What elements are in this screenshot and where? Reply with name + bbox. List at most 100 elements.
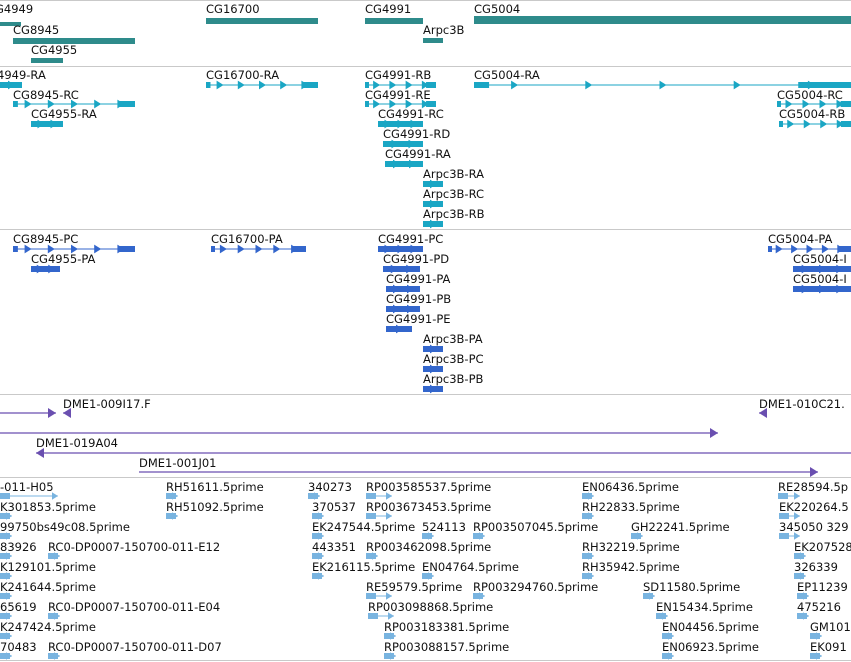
genes-label[interactable]: G4949 (0, 2, 34, 16)
est-block[interactable] (473, 533, 483, 539)
gene-bar[interactable] (423, 38, 443, 43)
proteins-strand-arrow[interactable] (410, 244, 418, 254)
transcripts-strand-arrow[interactable] (280, 80, 288, 90)
transcripts-strand-arrow[interactable] (585, 80, 593, 90)
est-arrow[interactable] (668, 632, 674, 640)
proteins-exon[interactable] (386, 286, 420, 292)
est-arrow[interactable] (6, 632, 12, 640)
genes-label[interactable]: CG8945 (13, 23, 60, 37)
est-block[interactable] (312, 533, 322, 539)
est-arrow[interactable] (816, 632, 822, 640)
ests-label[interactable]: K129101.5prime (0, 560, 96, 574)
transcripts-strand-arrow[interactable] (8, 80, 15, 90)
proteins-strand-arrow[interactable] (71, 244, 78, 254)
est-arrow[interactable] (588, 572, 594, 580)
est-block[interactable] (368, 613, 378, 619)
ests-label[interactable]: -011-H05 (0, 480, 54, 494)
ests-label[interactable]: SD11580.5prime (643, 580, 741, 594)
est-arrow[interactable] (479, 532, 485, 540)
est-arrow[interactable] (52, 492, 58, 500)
ests-label[interactable]: EN06923.5prime (662, 640, 759, 654)
est-arrow[interactable] (588, 512, 594, 520)
ests-label[interactable]: EN04456.5prime (662, 620, 759, 634)
est-arrow[interactable] (172, 512, 178, 520)
genes-label[interactable]: CG4991 (365, 2, 412, 16)
proteins-label[interactable]: Arpc3B-PC (423, 352, 484, 366)
genes-label[interactable]: CG4955 (31, 43, 78, 57)
proteins-strand-arrow[interactable] (430, 364, 437, 374)
transcripts-strand-arrow[interactable] (393, 159, 400, 169)
ests-label[interactable]: RH51092.5prime (166, 500, 264, 514)
ests-label[interactable]: EK247544.5prime (312, 520, 416, 534)
proteins-strand-arrow[interactable] (24, 244, 32, 254)
transcripts-strand-arrow[interactable] (410, 119, 418, 129)
ests-label[interactable]: EN06436.5prime (582, 480, 679, 494)
est-arrow[interactable] (6, 572, 12, 580)
est-block[interactable] (778, 493, 788, 499)
gene-bar[interactable] (206, 18, 318, 24)
transcripts-exon[interactable] (385, 161, 423, 167)
ests-label[interactable]: EK091 (810, 640, 847, 654)
est-arrow[interactable] (54, 552, 60, 560)
est-block[interactable] (422, 533, 432, 539)
ests-label[interactable]: 370537 (312, 500, 356, 514)
est-arrow[interactable] (318, 572, 324, 580)
ests-label[interactable]: RH35942.5prime (582, 560, 680, 574)
transcripts-label[interactable]: CG4991-RD (383, 127, 451, 141)
transcripts-strand-arrow[interactable] (836, 119, 844, 129)
transcripts-strand-arrow[interactable] (94, 99, 102, 109)
proteins-strand-arrow[interactable] (791, 244, 799, 254)
est-arrow[interactable] (803, 612, 809, 620)
est-block[interactable] (0, 653, 10, 659)
est-block[interactable] (366, 513, 376, 519)
ests-label[interactable]: 345050 329 (779, 520, 849, 534)
est-arrow[interactable] (794, 492, 800, 500)
proteins-label[interactable]: CG4991-PD (383, 252, 450, 266)
proteins-strand-arrow[interactable] (396, 324, 403, 334)
est-arrow[interactable] (800, 552, 806, 560)
transcripts-label[interactable]: Arpc3B-RA (423, 167, 484, 181)
ests-label[interactable]: EP11239 (797, 580, 848, 594)
proteins-strand-arrow[interactable] (48, 264, 56, 274)
bacs-label[interactable]: DME1-019A04 (36, 436, 118, 450)
transcripts-strand-arrow[interactable] (408, 139, 416, 149)
est-block[interactable] (797, 593, 807, 599)
ests-label[interactable]: RE28594.5p (778, 480, 849, 494)
est-block[interactable] (366, 553, 376, 559)
est-block[interactable] (582, 513, 592, 519)
est-block[interactable] (0, 553, 10, 559)
proteins-strand-arrow[interactable] (36, 264, 44, 274)
est-block[interactable] (422, 573, 432, 579)
est-arrow[interactable] (390, 632, 396, 640)
proteins-label[interactable]: CG5004-I (793, 252, 847, 266)
transcripts-label[interactable]: 4949-RA (0, 68, 46, 82)
ests-label[interactable]: GH22241.5prime (631, 520, 730, 534)
bac-end-arrow[interactable] (36, 448, 44, 458)
est-arrow[interactable] (794, 512, 800, 520)
est-block[interactable] (0, 533, 10, 539)
bac-end-arrow[interactable] (48, 408, 56, 418)
proteins-label[interactable]: CG16700-PA (211, 232, 283, 246)
transcripts-exon[interactable] (206, 82, 211, 88)
transcripts-strand-arrow[interactable] (836, 99, 844, 109)
ests-label[interactable]: RP003585537.5prime (366, 480, 492, 494)
est-block[interactable] (631, 533, 641, 539)
transcripts-label[interactable]: Arpc3B-RC (423, 187, 485, 201)
est-block[interactable] (582, 573, 592, 579)
proteins-strand-arrow[interactable] (94, 244, 102, 254)
proteins-exon[interactable] (211, 246, 215, 252)
transcripts-strand-arrow[interactable] (389, 99, 397, 109)
gene-bar[interactable] (31, 58, 63, 63)
gene-bar[interactable] (0, 22, 21, 26)
est-block[interactable] (0, 633, 10, 639)
est-arrow[interactable] (649, 592, 655, 600)
proteins-strand-arrow[interactable] (255, 244, 263, 254)
transcripts-strand-arrow[interactable] (819, 99, 827, 109)
transcripts-strand-arrow[interactable] (733, 80, 741, 90)
transcripts-strand-arrow[interactable] (511, 80, 519, 90)
est-arrow[interactable] (803, 592, 809, 600)
transcripts-strand-arrow[interactable] (117, 99, 125, 109)
est-block[interactable] (0, 573, 10, 579)
est-arrow[interactable] (386, 512, 392, 520)
transcripts-strand-arrow[interactable] (24, 99, 32, 109)
